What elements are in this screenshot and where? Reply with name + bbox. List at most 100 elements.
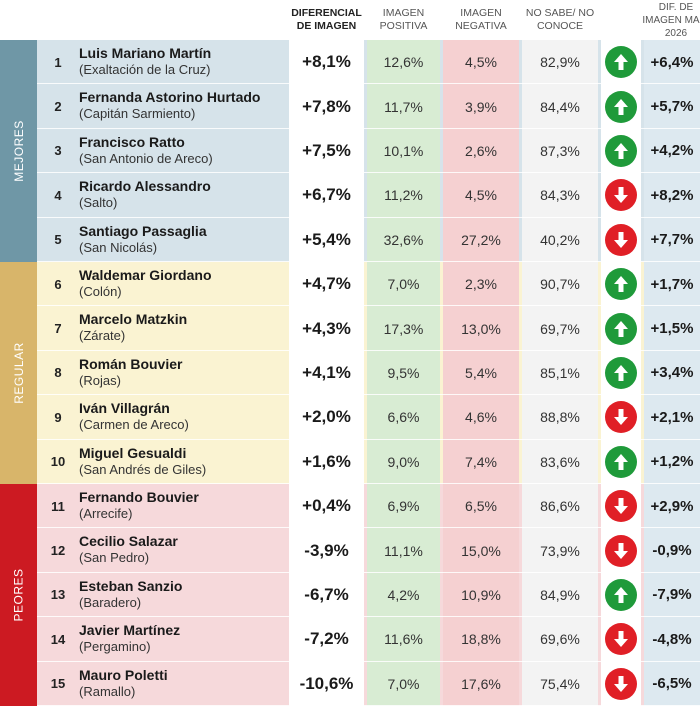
candidate-location: (San Nicolás): [79, 239, 158, 255]
group-label-text: MEJORES: [11, 120, 26, 182]
trend-cell: [601, 173, 641, 218]
negativa-value: 4,6%: [443, 395, 519, 440]
candidate-name: Marcelo Matzkin: [79, 311, 188, 328]
arrow-up-icon: [605, 134, 637, 167]
positiva-value: 9,0%: [367, 439, 440, 484]
arrow-up-icon: [605, 90, 637, 123]
nosabe-value: 86,6%: [522, 484, 598, 529]
table-row: 9 Iván Villagrán (Carmen de Areco) +2,0% 6,6…: [37, 395, 700, 440]
candidate-name: Santiago Passaglia: [79, 222, 207, 239]
group-label-mejores: MEJORES: [0, 40, 37, 262]
arrow-up-icon: [605, 268, 637, 301]
negativa-value: 15,0%: [443, 528, 519, 573]
negativa-value: 27,2%: [443, 217, 519, 262]
negativa-value: 2,6%: [443, 128, 519, 174]
header-negativa: IMAGEN NEGATIVA: [455, 7, 507, 32]
negativa-value: 5,4%: [443, 350, 519, 396]
candidate-name: Mauro Poletti: [79, 666, 168, 683]
group-label-text: REGULAR: [11, 342, 26, 404]
trend-cell: [601, 217, 641, 262]
candidate-location: (Arrecife): [79, 506, 133, 521]
negativa-value: 10,9%: [443, 572, 519, 618]
dif-value: +7,7%: [644, 217, 700, 262]
header-positiva: IMAGEN POSITIVA: [379, 7, 428, 32]
dif-value: +6,4%: [644, 40, 700, 85]
table-row: 2 Fernanda Astorino Hurtado (Capitán Sarmi…: [37, 84, 700, 130]
negativa-value: 3,9%: [443, 84, 519, 129]
nosabe-value: 84,4%: [522, 84, 598, 129]
diferencial-value: +8,1%: [289, 40, 364, 85]
header-nosabe: NO SABE/ NO CONOCE: [525, 7, 595, 32]
table-row: 6 Waldemar Giordano (Colón) +4,7% 7,0% 2,3% 90…: [37, 262, 700, 307]
rank-number: 12: [50, 543, 66, 559]
nosabe-value: 88,8%: [522, 395, 598, 440]
trend-cell: [601, 572, 641, 618]
positiva-value: 12,6%: [367, 40, 440, 85]
candidate-location: (Baradero): [79, 594, 142, 610]
dif-value: -6,5%: [644, 661, 700, 706]
candidate-name: Iván Villagrán: [79, 400, 170, 417]
rank-number: 1: [54, 54, 62, 70]
candidate-location: (Rojas): [79, 372, 121, 388]
group-label-regular: REGULAR: [0, 262, 37, 484]
positiva-value: 32,6%: [367, 217, 440, 262]
diferencial-value: +5,4%: [289, 217, 364, 262]
diferencial-value: -7,2%: [289, 617, 364, 662]
table-row: 12 Cecilio Salazar (San Pedro) -3,9% 11,1% 15…: [37, 528, 700, 574]
diferencial-value: +1,6%: [289, 439, 364, 484]
dif-value: +8,2%: [644, 173, 700, 218]
arrow-up-icon: [605, 445, 637, 478]
candidate-location: (Ramallo): [79, 683, 136, 699]
header-diferencial: DIFERENCIAL DE IMAGEN: [291, 7, 362, 32]
negativa-value: 4,5%: [443, 40, 519, 85]
candidate-name: Ricardo Alessandro: [79, 178, 211, 195]
diferencial-value: +2,0%: [289, 395, 364, 440]
diferencial-value: +4,7%: [289, 262, 364, 307]
nosabe-value: 40,2%: [522, 217, 598, 262]
table-row: 7 Marcelo Matzkin (Zárate) +4,3% 17,3% 13,0% 6…: [37, 306, 700, 352]
table-row: 8 Román Bouvier (Rojas) +4,1% 9,5% 5,4% 85,1% +…: [37, 350, 700, 396]
positiva-value: 11,2%: [367, 173, 440, 218]
candidate-name: Miguel Gesualdi: [79, 444, 187, 461]
candidate-name: Esteban Sanzio: [79, 577, 183, 594]
candidate-location: (Zárate): [79, 328, 126, 344]
rank-number: 9: [54, 409, 62, 425]
positiva-value: 11,7%: [367, 84, 440, 129]
nosabe-value: 90,7%: [522, 262, 598, 307]
rank-number: 11: [51, 498, 65, 514]
nosabe-value: 83,6%: [522, 439, 598, 484]
trend-cell: [601, 439, 641, 484]
positiva-value: 7,0%: [367, 262, 440, 307]
nosabe-value: 69,7%: [522, 306, 598, 351]
trend-cell: [601, 40, 641, 85]
dif-value: +2,1%: [644, 395, 700, 440]
rank-number: 6: [54, 276, 62, 292]
nosabe-value: 69,6%: [522, 617, 598, 662]
trend-cell: [601, 350, 641, 396]
arrow-up-icon: [605, 578, 637, 611]
dif-value: +1,5%: [644, 306, 700, 351]
rank-number: 13: [50, 587, 66, 603]
diferencial-value: +7,5%: [289, 128, 364, 174]
diferencial-value: +0,4%: [289, 484, 364, 529]
diferencial-value: +4,3%: [289, 306, 364, 351]
candidate-location: (Pergamino): [79, 639, 151, 655]
diferencial-value: -3,9%: [289, 528, 364, 573]
group-label-peores: PEORES: [0, 484, 37, 706]
diferencial-value: -10,6%: [289, 661, 364, 706]
trend-cell: [601, 528, 641, 573]
rank-number: 7: [54, 321, 62, 337]
diferencial-value: +7,8%: [289, 84, 364, 129]
dif-value: +2,9%: [644, 484, 700, 529]
arrow-up-icon: [605, 46, 637, 79]
negativa-value: 4,5%: [443, 173, 519, 218]
arrow-up-icon: [605, 312, 637, 345]
positiva-value: 6,6%: [367, 395, 440, 440]
nosabe-value: 82,9%: [522, 40, 598, 85]
table-row: 4 Ricardo Alessandro (Salto) +6,7% 11,2% 4,5%…: [37, 173, 700, 218]
trend-cell: [601, 128, 641, 174]
dif-value: +1,7%: [644, 262, 700, 307]
rank-number: 3: [54, 143, 62, 159]
candidate-location: (Carmen de Areco): [79, 417, 189, 433]
table-row: 13 Esteban Sanzio (Baradero) -6,7% 4,2% 10,9%…: [37, 572, 700, 618]
